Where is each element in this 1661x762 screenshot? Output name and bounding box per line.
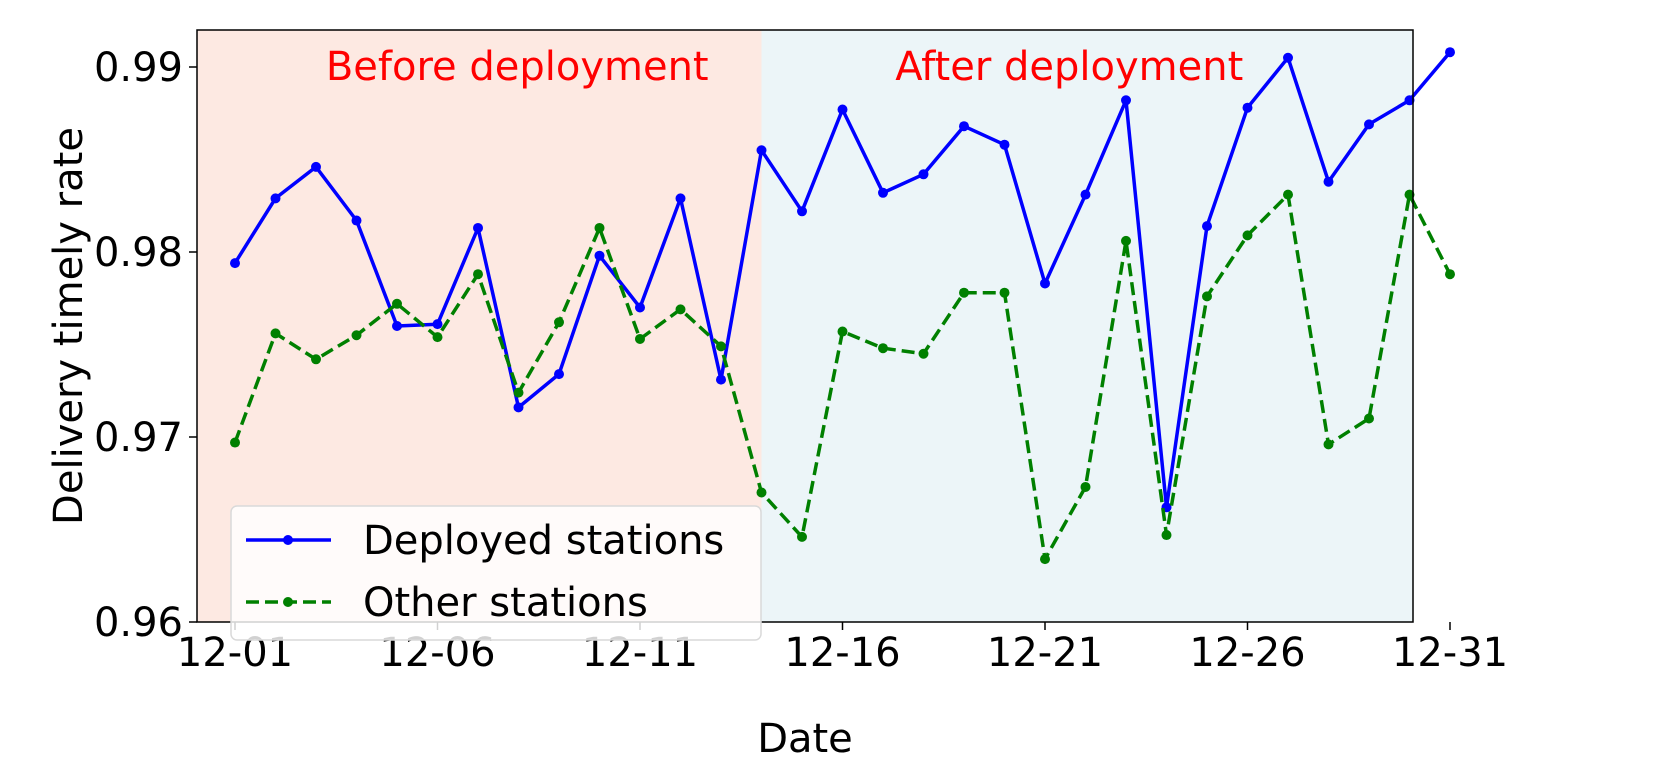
data-point-deployed	[1445, 47, 1455, 58]
data-point-deployed	[1364, 119, 1374, 130]
region-label-before: Before deployment	[326, 44, 709, 90]
data-point-other	[1121, 235, 1131, 246]
data-point-other	[1364, 413, 1374, 424]
legend-box	[230, 505, 762, 641]
data-point-other	[878, 343, 888, 354]
data-point-other	[756, 487, 767, 498]
data-point-deployed	[756, 145, 767, 156]
data-point-deployed	[432, 319, 443, 330]
data-point-deployed	[1242, 102, 1253, 113]
data-point-other	[230, 437, 240, 448]
data-point-other	[270, 328, 281, 339]
data-point-other	[1080, 481, 1091, 492]
x-tick-label: 12-31	[1392, 630, 1508, 676]
data-point-other	[999, 287, 1010, 298]
data-point-deployed	[594, 250, 605, 261]
data-point-deployed	[878, 187, 888, 198]
data-point-deployed	[918, 169, 929, 180]
series-layer	[230, 47, 1455, 565]
y-axis-title: Delivery timely rate	[46, 127, 92, 525]
data-point-deployed	[1040, 278, 1050, 289]
data-point-deployed	[1323, 176, 1334, 187]
data-point-other	[1242, 230, 1253, 241]
data-point-other	[513, 387, 524, 398]
data-point-deployed	[797, 206, 807, 217]
data-point-other	[675, 304, 686, 315]
data-point-deployed	[675, 193, 686, 204]
data-point-other	[918, 348, 929, 359]
legend-marker	[283, 535, 293, 545]
data-point-other	[716, 341, 726, 352]
x-tick-label: 12-16	[784, 630, 900, 676]
data-point-other	[554, 317, 564, 328]
data-point-other	[1404, 189, 1415, 200]
data-point-deployed	[1283, 52, 1293, 63]
data-point-other	[392, 298, 402, 309]
data-point-other	[837, 326, 848, 337]
data-point-deployed	[351, 215, 362, 226]
data-point-deployed	[999, 139, 1010, 150]
legend-marker	[283, 597, 293, 607]
y-tick-label: 0.96	[94, 600, 183, 646]
data-point-other	[594, 222, 605, 233]
data-point-deployed	[554, 369, 564, 380]
x-tick-label: 12-21	[987, 630, 1103, 676]
data-point-other	[959, 287, 969, 298]
region-label-after: After deployment	[895, 44, 1243, 90]
legend-label-deployed: Deployed stations	[363, 518, 724, 564]
legend: Deployed stations Other stations	[230, 505, 762, 641]
legend-label-other: Other stations	[363, 580, 648, 626]
data-point-deployed	[311, 161, 321, 172]
data-point-other	[1202, 291, 1212, 302]
data-point-other	[1445, 269, 1455, 280]
plot-frame	[196, 29, 1414, 623]
data-point-deployed	[1404, 95, 1415, 106]
data-point-other	[473, 269, 483, 280]
data-point-other	[311, 354, 321, 365]
data-point-deployed	[1202, 221, 1212, 232]
data-point-other	[1040, 554, 1050, 565]
data-point-other	[1161, 530, 1172, 541]
y-tick-label: 0.99	[94, 45, 183, 91]
data-point-deployed	[513, 402, 524, 413]
data-point-deployed	[837, 104, 848, 115]
data-point-deployed	[473, 222, 483, 233]
data-point-deployed	[230, 258, 240, 269]
region-bg-after	[761, 30, 1413, 622]
data-point-deployed	[270, 193, 281, 204]
x-tick-label: 12-26	[1189, 630, 1305, 676]
data-point-deployed	[716, 374, 726, 385]
data-point-deployed	[1121, 95, 1131, 106]
data-point-other	[797, 531, 807, 542]
data-point-other	[432, 332, 443, 343]
data-point-other	[351, 330, 362, 341]
y-tick-label: 0.98	[94, 230, 183, 276]
data-point-other	[1323, 439, 1334, 450]
data-point-other	[1283, 189, 1293, 200]
data-point-deployed	[635, 302, 645, 313]
data-point-deployed	[959, 121, 969, 132]
data-point-deployed	[392, 321, 402, 331]
x-axis-title: Date	[757, 716, 853, 762]
y-tick-label: 0.97	[94, 415, 183, 461]
region-labels: Before deployment After deployment	[326, 44, 1243, 90]
data-point-deployed	[1080, 189, 1091, 200]
data-point-other	[635, 333, 645, 344]
